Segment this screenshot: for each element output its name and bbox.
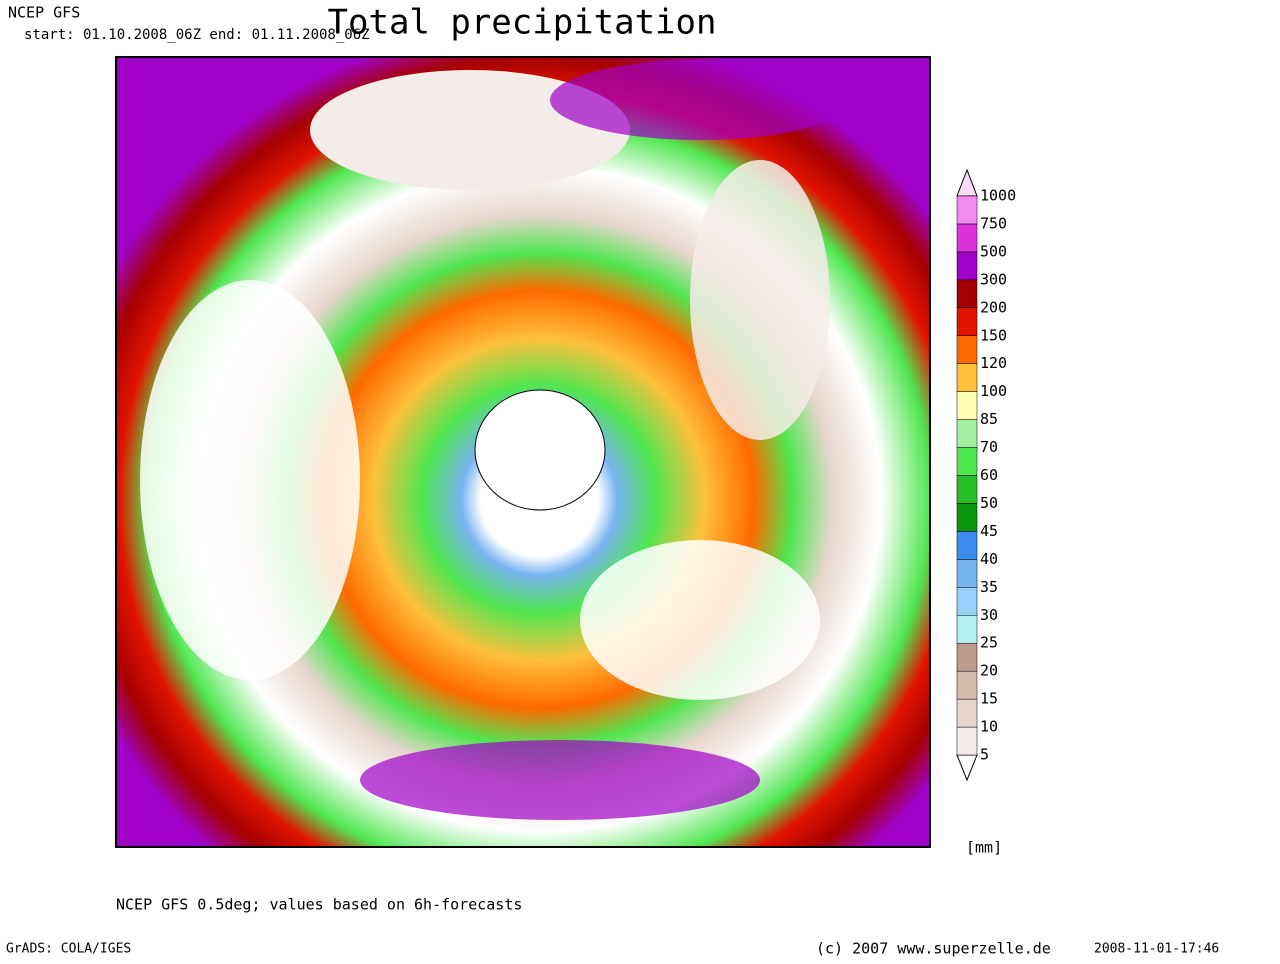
colorbar-label: 150 <box>980 326 1007 344</box>
colorbar-label: 85 <box>980 410 998 428</box>
colorbar-box <box>956 559 978 588</box>
colorbar-box <box>956 363 978 392</box>
colorbar-label: 500 <box>980 242 1007 260</box>
colorbar-box <box>956 726 978 756</box>
colorbar-label: 45 <box>980 522 998 540</box>
colorbar-box <box>956 447 978 476</box>
colorbar-label: 25 <box>980 634 998 652</box>
colorbar-low-triangle <box>956 754 978 782</box>
colorbar-label: 1000 <box>980 187 1016 205</box>
colorbar-box <box>956 335 978 364</box>
colorbar-label: 750 <box>980 214 1007 232</box>
colorbar-box <box>956 251 978 281</box>
colorbar-label: 120 <box>980 354 1007 372</box>
colorbar: 5 10 15 20 25 30 35 40 45 50 60 70 85 100 120 150 200 300… <box>956 168 1016 782</box>
source: NCEP GFS <box>8 4 80 22</box>
colorbar-box <box>956 642 978 672</box>
colorbar-box <box>956 587 978 616</box>
copyright: (c) 2007 www.superzelle.de <box>816 940 1051 958</box>
map-frame <box>115 56 931 848</box>
colorbar-box <box>956 670 978 700</box>
colorbar-label: 70 <box>980 438 998 456</box>
colorbar-box <box>956 279 978 309</box>
colorbar-label: 40 <box>980 550 998 568</box>
unit: [mm] <box>966 839 1002 857</box>
precip-map <box>116 57 930 847</box>
colorbar-label: 100 <box>980 382 1007 400</box>
colorbar-box <box>956 419 978 448</box>
colorbar-label: 50 <box>980 494 998 512</box>
colorbar-label: 35 <box>980 578 998 596</box>
colorbar-label: 15 <box>980 690 998 708</box>
colorbar-box <box>956 698 978 728</box>
colorbar-label: 5 <box>980 746 989 764</box>
colorbar-label: 300 <box>980 270 1007 288</box>
footnote: NCEP GFS 0.5deg; values based on 6h-fore… <box>116 896 522 914</box>
period: start: 01.10.2008_06Z end: 01.11.2008_06… <box>24 27 370 43</box>
colorbar-box <box>956 391 978 420</box>
colorbar-label: 60 <box>980 466 998 484</box>
software: GrADS: COLA/IGES <box>6 942 131 957</box>
colorbar-box <box>956 223 978 253</box>
colorbar-label: 20 <box>980 662 998 680</box>
colorbar-box <box>956 475 978 504</box>
colorbar-label: 10 <box>980 718 998 736</box>
colorbar-box <box>956 615 978 644</box>
colorbar-label: 30 <box>980 606 998 624</box>
colorbar-box <box>956 531 978 560</box>
colorbar-box <box>956 503 978 532</box>
title: Total precipitation <box>328 3 717 43</box>
colorbar-box <box>956 195 978 225</box>
colorbar-high-triangle <box>956 168 978 197</box>
timestamp: 2008-11-01-17:46 <box>1094 942 1219 957</box>
colorbar-box <box>956 307 978 336</box>
colorbar-label: 200 <box>980 298 1007 316</box>
